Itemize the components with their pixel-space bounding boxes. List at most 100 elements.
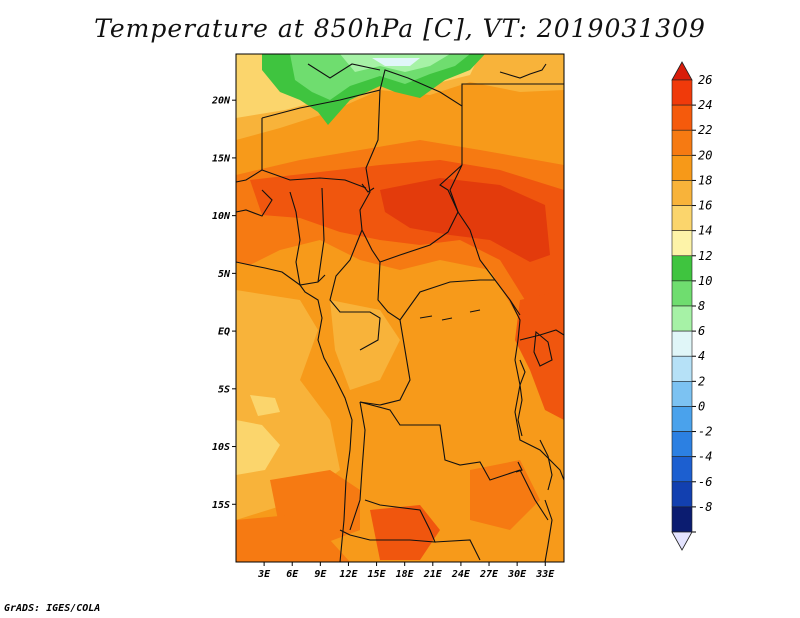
colorbar-top-arrow (671, 61, 693, 81)
colorbar-label: 18 (698, 173, 712, 187)
longitude-tick-label: 21E (423, 569, 443, 580)
colorbar-segment (671, 230, 693, 257)
border-line (261, 69, 463, 165)
temperature-region-18 (330, 300, 400, 390)
border-line (236, 189, 273, 217)
colorbar-segment (671, 79, 693, 106)
colorbar-label: 14 (698, 224, 712, 238)
latitude-tick-label: EQ (218, 327, 230, 338)
longitude-tick-label: 24E (451, 569, 471, 580)
latitude-tick-label: 15S (212, 500, 230, 511)
colorbar-segment (671, 280, 693, 307)
credit-text: GrADS: IGES/COLA (4, 603, 101, 614)
colorbar-label: -4 (698, 450, 712, 464)
lake-small (515, 461, 523, 473)
lake-malawi (539, 439, 553, 491)
colorbar-segment (671, 406, 693, 432)
colorbar-segment (671, 104, 693, 131)
colorbar-label: 2 (698, 374, 705, 388)
colorbar-label: -2 (698, 425, 712, 439)
border-line (359, 401, 549, 521)
longitude-tick-label: 12E (339, 569, 358, 580)
colorbar-segment (671, 506, 693, 533)
longitude-tick-label: 3E (257, 569, 271, 580)
border-line (261, 169, 367, 189)
border-line (349, 401, 366, 531)
colorbar-label: 10 (698, 274, 712, 288)
colorbar-segment (671, 205, 693, 231)
border-line (449, 164, 521, 316)
colorbar-segment (671, 129, 693, 156)
latitude-tick-label: 10S (212, 442, 230, 453)
latitude-tick-label: 10N (212, 211, 231, 222)
temperature-region-26 (380, 178, 550, 262)
map-plot-area (235, 53, 565, 563)
border-line (317, 187, 325, 283)
temperature-region-24 (515, 290, 564, 420)
lake-victoria (533, 330, 553, 367)
coastline (499, 63, 547, 79)
temperature-region-22 (470, 460, 540, 530)
colorbar-label: 24 (698, 98, 712, 112)
colorbar-label: 26 (698, 73, 712, 87)
colorbar-segment (671, 456, 693, 483)
chart-title: Temperature at 850hPa [C], VT: 201903130… (94, 14, 706, 43)
border-line (377, 261, 495, 321)
colorbar-segment (671, 481, 693, 508)
colorbar-segment (671, 330, 693, 357)
colorbar-segment (671, 255, 693, 282)
longitude-tick-label: 6E (286, 569, 299, 580)
colorbar-bottom-arrow (671, 531, 693, 551)
latitude-tick-label: 5S (218, 384, 230, 395)
latitude-tick-label: 15N (212, 153, 231, 164)
longitude-tick-label: 18E (396, 569, 415, 580)
lake-tanganyika (517, 359, 526, 437)
colorbar-segment (671, 305, 693, 332)
colorbar-label: 8 (698, 299, 705, 313)
longitude-tick-label: 33E (535, 569, 555, 580)
temperature-region-24 (370, 505, 440, 560)
longitude-axis: 3E 6E 9E 12E 15E 18E 21E 24E 27E 30E 33E (257, 562, 555, 580)
colorbar-label: 0 (698, 399, 705, 413)
border-line (359, 319, 411, 406)
longitude-tick-label: 15E (368, 569, 387, 580)
colorbar-segment (671, 355, 693, 382)
colorbar-label: 22 (698, 123, 712, 137)
longitude-tick-label: 9E (314, 569, 327, 580)
border-line (434, 539, 481, 561)
longitude-tick-label: 30E (507, 569, 527, 580)
river-segment (419, 309, 481, 321)
colorbar-label: -6 (698, 475, 712, 489)
colorbar-label: 6 (698, 324, 705, 338)
border-line (359, 89, 381, 231)
country-borders (236, 63, 564, 562)
latitude-tick-label: 5N (218, 269, 231, 280)
temperature-region-22 (236, 515, 350, 562)
temperature-region-16 (236, 420, 280, 475)
lake-chad (361, 183, 375, 193)
colorbar-label: 4 (698, 349, 705, 363)
colorbar-segment (671, 381, 693, 407)
border-line (349, 499, 436, 543)
colorbar-segment (671, 431, 693, 457)
colorbar-segment (671, 180, 693, 206)
temperature-region-6 (372, 58, 420, 66)
border-line (519, 329, 564, 341)
colorbar-label: 20 (698, 148, 712, 162)
border-line (289, 191, 301, 286)
colorbar-label: 12 (698, 249, 712, 263)
border-line (339, 529, 351, 536)
latitude-axis: 20N 15N 10N 5N EQ 5S 10S 15S (211, 96, 236, 511)
border-line (509, 299, 564, 481)
border-line (361, 164, 463, 263)
coastline (299, 284, 353, 562)
colorbar-segment (671, 155, 693, 181)
colorbar-label: 16 (698, 199, 712, 213)
border-line (236, 118, 263, 183)
longitude-tick-label: 27E (479, 569, 499, 580)
temperature-region-16 (250, 395, 280, 416)
map-frame (235, 53, 565, 563)
colorbar-label: -8 (698, 500, 712, 514)
